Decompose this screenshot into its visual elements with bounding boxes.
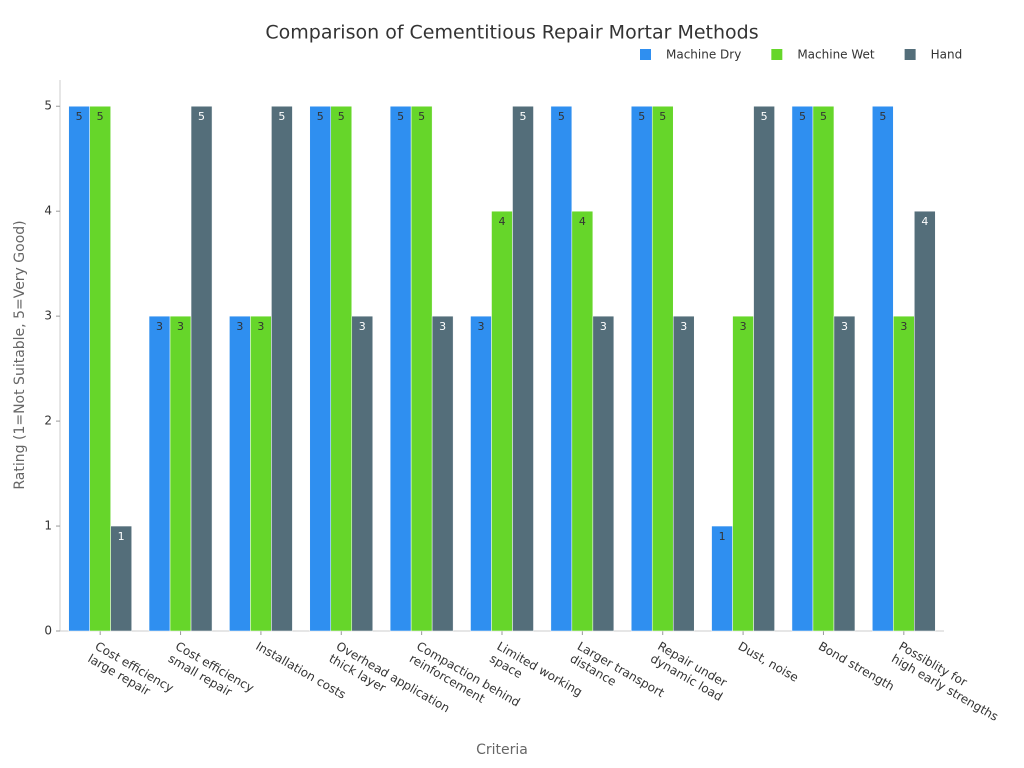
value-label: 5 (799, 110, 806, 123)
legend-label: Machine Wet (797, 48, 875, 62)
value-label: 5 (761, 110, 768, 123)
bar (672, 315, 695, 632)
bar (630, 105, 653, 632)
y-tick-label: 0 (44, 624, 52, 638)
value-label: 5 (278, 110, 285, 123)
bar (791, 105, 814, 632)
bar (410, 105, 433, 632)
value-label: 5 (397, 110, 404, 123)
bar (190, 105, 213, 632)
bar (250, 315, 272, 632)
y-axis-label: Rating (1=Not Suitable, 5=Very Good) (12, 220, 28, 489)
bar (229, 315, 251, 632)
value-label: 5 (418, 110, 425, 123)
y-tick-label: 1 (44, 519, 52, 533)
value-label: 5 (820, 110, 827, 123)
x-tick-label: Larger transportdistance (568, 639, 667, 713)
bar (732, 315, 754, 632)
legend-label: Machine Dry (666, 48, 741, 62)
x-tick-label: Bond strength (816, 639, 897, 694)
value-label: 5 (659, 110, 666, 123)
bar (89, 105, 111, 632)
bar (309, 105, 332, 632)
y-tick-label: 3 (44, 309, 52, 323)
value-label: 5 (638, 110, 645, 123)
bar (271, 105, 293, 632)
bar (110, 525, 132, 632)
value-label: 3 (359, 320, 366, 333)
value-label: 5 (558, 110, 565, 123)
legend-label: Hand (931, 48, 963, 62)
value-label: 3 (156, 320, 163, 333)
bar (872, 105, 894, 632)
bar (431, 315, 454, 632)
value-label: 5 (76, 110, 83, 123)
value-label: 3 (600, 320, 607, 333)
value-label: 1 (118, 530, 125, 543)
legend-swatch (904, 49, 916, 60)
bar (512, 105, 534, 632)
bar (914, 210, 936, 632)
x-tick-label: Cost efficiencysmall repair (166, 639, 257, 708)
bar (330, 105, 353, 632)
value-label: 4 (921, 215, 928, 228)
value-label: 3 (680, 320, 687, 333)
value-label: 5 (338, 110, 345, 123)
y-tick-label: 4 (44, 204, 52, 218)
legend-swatch (640, 49, 651, 60)
y-tick-label: 2 (44, 414, 52, 428)
chart-title: Comparison of Cementitious Repair Mortar… (265, 22, 758, 44)
x-tick-label: Cost efficiencylarge repair (86, 639, 177, 708)
value-label: 3 (478, 320, 485, 333)
bar (753, 105, 775, 632)
bar (550, 105, 573, 632)
value-label: 1 (719, 530, 726, 543)
bar (148, 315, 171, 632)
value-label: 4 (579, 215, 586, 228)
bar (470, 315, 492, 632)
bar (592, 315, 615, 632)
value-label: 3 (257, 320, 264, 333)
legend-swatch (771, 49, 783, 60)
bar (571, 210, 594, 632)
bar (893, 315, 915, 632)
x-tick-label: Installation costs (254, 639, 349, 702)
x-axis-label: Criteria (476, 742, 528, 758)
value-label: 5 (198, 110, 205, 123)
value-label: 3 (177, 320, 184, 333)
value-label: 5 (520, 110, 527, 123)
bar (389, 105, 412, 632)
value-label: 5 (97, 110, 104, 123)
bar (812, 105, 835, 632)
bar (68, 105, 90, 632)
x-tick-label: Dust, noise (736, 639, 801, 685)
bar (833, 315, 856, 632)
value-label: 3 (236, 320, 243, 333)
value-label: 3 (439, 320, 446, 333)
value-label: 3 (841, 320, 848, 333)
bar (651, 105, 674, 632)
value-label: 5 (317, 110, 324, 123)
value-label: 5 (879, 110, 886, 123)
value-label: 3 (900, 320, 907, 333)
value-label: 3 (740, 320, 747, 333)
x-tick-label: Possiblity forhigh early strengths (889, 639, 1008, 724)
value-label: 4 (499, 215, 506, 228)
bar (351, 315, 374, 632)
bar (491, 210, 513, 632)
bar (169, 315, 192, 632)
y-tick-label: 5 (44, 99, 52, 113)
